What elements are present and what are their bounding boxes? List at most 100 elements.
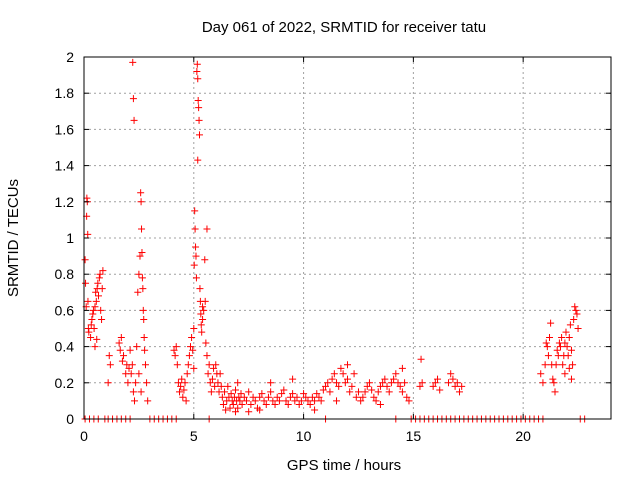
data-point	[234, 379, 242, 387]
data-point	[193, 67, 201, 75]
data-point	[451, 382, 459, 390]
data-point	[295, 401, 303, 409]
data-point	[206, 379, 214, 387]
data-point	[105, 352, 113, 360]
data-point	[140, 334, 148, 342]
data-point	[350, 370, 358, 378]
data-point	[289, 390, 297, 398]
data-point	[335, 382, 343, 390]
x-tick-label: 20	[515, 428, 531, 444]
data-point	[144, 397, 152, 405]
data-point	[324, 379, 332, 387]
data-point	[193, 60, 201, 68]
data-point	[365, 379, 373, 387]
data-point	[553, 346, 561, 354]
data-point	[240, 393, 248, 401]
data-point	[552, 361, 560, 369]
data-point	[87, 334, 95, 342]
data-point	[178, 375, 186, 383]
x-tick-label: 5	[190, 428, 198, 444]
data-point	[84, 297, 92, 305]
x-tick-label: 0	[80, 428, 88, 444]
data-point	[212, 361, 220, 369]
data-point	[201, 297, 209, 305]
data-point	[224, 382, 232, 390]
data-point	[188, 334, 196, 342]
data-point	[91, 303, 99, 311]
data-point	[247, 401, 255, 409]
data-point	[234, 404, 242, 412]
data-point	[330, 370, 338, 378]
data-point	[539, 379, 547, 387]
data-point	[561, 370, 569, 378]
data-point	[197, 310, 205, 318]
data-point	[297, 397, 305, 405]
data-point	[390, 375, 398, 383]
y-axis-label: SRMTID / TECUs	[5, 179, 22, 297]
data-point	[137, 189, 145, 197]
data-point	[379, 379, 387, 387]
data-point	[333, 379, 341, 387]
data-point	[174, 379, 182, 387]
data-point	[134, 288, 142, 296]
data-point	[376, 401, 384, 409]
data-point	[138, 248, 146, 256]
data-point	[401, 379, 409, 387]
data-point	[447, 370, 455, 378]
data-point	[99, 267, 107, 275]
x-tick-label: 10	[296, 428, 312, 444]
data-point	[129, 58, 137, 66]
data-point	[300, 390, 308, 398]
data-point	[541, 361, 549, 369]
data-point	[394, 379, 402, 387]
data-point	[546, 334, 554, 342]
data-point	[563, 343, 571, 351]
data-point	[179, 393, 187, 401]
data-point	[306, 401, 314, 409]
y-tick-labels: 0 0.2 0.4 0.6 0.8 1 1.2 1.4 1.6 1.8 2	[55, 49, 75, 427]
data-point	[195, 104, 203, 112]
data-point	[284, 401, 292, 409]
data-points	[81, 58, 589, 423]
data-point	[194, 96, 202, 104]
gridlines	[84, 57, 611, 419]
data-point	[293, 393, 301, 401]
data-point	[236, 397, 244, 405]
data-point	[558, 334, 566, 342]
data-point	[232, 408, 240, 416]
data-point	[348, 382, 356, 390]
data-point	[267, 379, 275, 387]
data-point	[217, 382, 225, 390]
data-point	[138, 274, 146, 282]
data-point	[245, 388, 253, 396]
data-point	[237, 390, 245, 398]
data-point	[573, 310, 581, 318]
data-point	[262, 401, 270, 409]
data-point	[196, 285, 204, 293]
data-point	[98, 315, 106, 323]
data-point	[416, 382, 424, 390]
y-tick-label: 0.6	[55, 302, 75, 318]
data-point	[85, 328, 93, 336]
data-point	[96, 270, 104, 278]
y-tick-label: 0.8	[55, 266, 75, 282]
data-point	[104, 379, 112, 387]
data-point	[346, 388, 354, 396]
data-point	[238, 401, 246, 409]
data-point	[127, 370, 135, 378]
data-point	[198, 328, 206, 336]
data-point	[81, 256, 89, 264]
data-point	[271, 401, 279, 409]
data-point	[173, 361, 181, 369]
data-point	[361, 388, 369, 396]
data-point	[344, 375, 351, 383]
data-point	[368, 386, 376, 394]
data-point	[547, 319, 555, 327]
data-point	[192, 243, 200, 251]
data-point	[131, 397, 139, 405]
data-point	[383, 382, 391, 390]
data-point	[185, 352, 193, 360]
data-point	[199, 303, 207, 311]
data-point	[139, 285, 147, 293]
data-point	[118, 357, 126, 365]
